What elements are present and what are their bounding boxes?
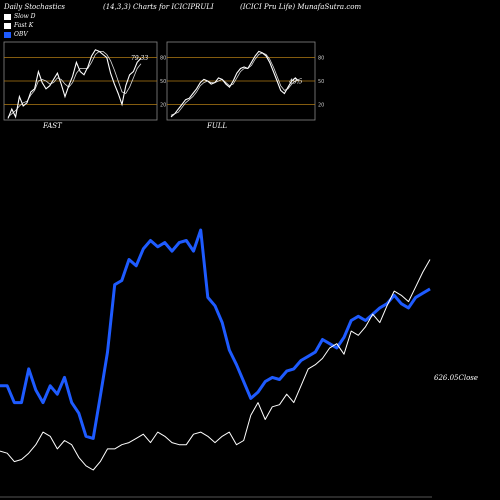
full-panel-title: FULL [207, 122, 228, 130]
close-suffix: Close [458, 374, 479, 382]
fast-series-fast-k [7, 49, 142, 119]
full-series-full-d [170, 52, 300, 116]
close-value: 626.05 [434, 374, 459, 382]
fast-tick-label-50: 50 [160, 79, 166, 85]
fast-panel-title: FAST [43, 122, 62, 130]
legend-item-slow-d: Slow D [4, 12, 36, 21]
legend-label-slow-d: Slow D [14, 13, 36, 20]
full-series-full-k [170, 50, 300, 118]
full-tick-label-20: 20 [318, 102, 324, 108]
legend-swatch-fast-k [4, 22, 11, 29]
header-left: Daily Stochastics [4, 3, 66, 11]
fast-last-value-label: 79.33 [131, 55, 148, 62]
legend-item-obv: OBV [4, 30, 36, 39]
fast-tick-label-20: 20 [160, 102, 166, 108]
legend-swatch-slow-d [4, 13, 11, 20]
legend-item-fast-k: Fast K [4, 21, 36, 30]
legend: Slow D Fast K OBV [4, 12, 36, 39]
full-tick-label-50: 50 [318, 79, 324, 85]
header-middle: (14,3,3) Charts for ICICIPRULI [103, 3, 214, 11]
full-last-value-label: 49.5 [288, 78, 303, 85]
obv-line [0, 228, 431, 440]
close-price-line [0, 259, 431, 471]
legend-swatch-obv [4, 31, 11, 38]
legend-label-obv: OBV [14, 31, 28, 38]
fast-series-slow-d [7, 51, 142, 118]
legend-label-fast-k: Fast K [14, 22, 34, 29]
close-value-label: 626.05Close [434, 374, 478, 382]
header-right: (ICICI Pru Life) MunafaSutra.com [240, 3, 362, 11]
full-tick-label-80: 80 [318, 56, 324, 62]
fast-tick-label-80: 80 [160, 56, 166, 62]
